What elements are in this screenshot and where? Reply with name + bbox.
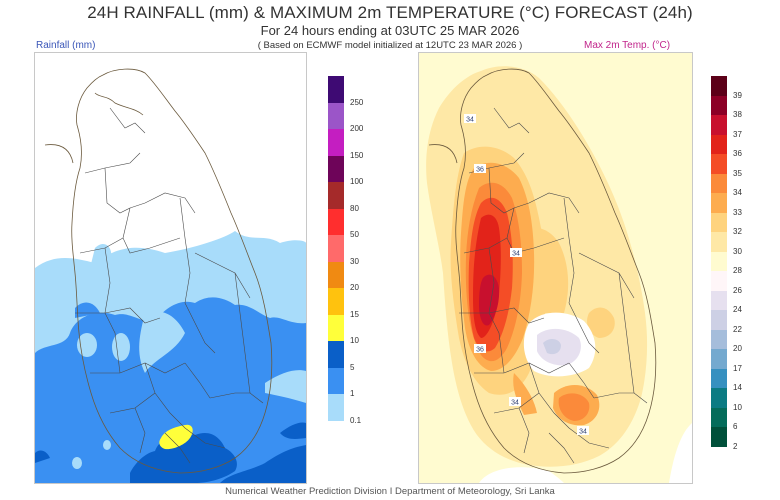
temperature-map: 34 36 34 36 34 34 xyxy=(418,52,693,484)
temperature-colorbar-segment xyxy=(711,193,727,213)
temperature-colorbar-tick: 28 xyxy=(733,266,742,275)
temperature-colorbar-tick: 14 xyxy=(733,383,742,392)
temperature-colorbar-tick: 33 xyxy=(733,207,742,217)
temperature-colorbar-tick: 26 xyxy=(733,285,742,295)
temperature-panel-label: Max 2m Temp. (°C) xyxy=(584,40,671,51)
temperature-colorbar-tick: 20 xyxy=(733,344,742,353)
temperature-colorbar-tick: 10 xyxy=(733,402,742,412)
forecast-period: For 24 hours ending at 03UTC 25 MAR 2026 xyxy=(260,23,520,38)
rainfall-colorbar-tick: 50 xyxy=(350,230,359,239)
contour-label-box xyxy=(464,114,476,123)
temperature-colorbar-segment xyxy=(711,368,727,389)
contour-label: 34 xyxy=(466,117,474,124)
rainfall-colorbar-segment xyxy=(328,155,344,183)
district-boundaries xyxy=(75,107,264,464)
temperature-colorbar-tick: 37 xyxy=(733,129,742,139)
temperature-colorbar-tick: 30 xyxy=(733,246,742,256)
rainfall-colorbar-tick: 30 xyxy=(350,256,359,266)
temperature-colorbar-segment xyxy=(711,349,727,369)
temperature-colorbar-segment xyxy=(711,154,727,174)
temperature-colorbar-tick: 22 xyxy=(733,324,742,334)
temperature-colorbar-segment xyxy=(711,310,727,330)
contour-label-box xyxy=(474,164,486,173)
rainfall-panel-label: Rainfall (mm) xyxy=(36,40,96,51)
temperature-colorbar-tick: 32 xyxy=(733,227,742,236)
rainfall-colorbar-segment xyxy=(328,208,344,236)
rainfall-map xyxy=(34,52,307,484)
model-note: ( Based on ECMWF model initialized at 12… xyxy=(257,40,523,51)
temperature-colorbar-tick: 24 xyxy=(733,305,742,314)
temperature-colorbar-segment xyxy=(711,271,727,291)
contour-label-box xyxy=(509,397,521,406)
temperature-colorbar: 39 38 37 36 35 34 33 32 30 28 26 24 22 20 17 14 10 6 2 xyxy=(711,76,751,451)
temperature-colorbar-tick: 2 xyxy=(733,441,738,451)
temperature-colorbar-segment xyxy=(711,212,727,233)
rain-area-5-10 xyxy=(130,432,237,483)
coastline xyxy=(44,68,273,474)
temperature-colorbar-segment xyxy=(711,407,727,428)
temperature-colorbar-segment xyxy=(711,173,727,194)
temperature-colorbar-segment xyxy=(711,388,727,408)
contour-label: 34 xyxy=(579,429,587,436)
rainfall-colorbar-tick: 100 xyxy=(350,177,364,186)
temperature-colorbar-segment xyxy=(711,115,727,135)
temperature-colorbar-segment xyxy=(711,329,727,350)
footer-credit: Numerical Weather Prediction Division I … xyxy=(225,486,555,497)
rainfall-colorbar-tick: 1 xyxy=(350,389,355,398)
temperature-colorbar-tick: 38 xyxy=(733,110,742,119)
rainfall-colorbar-tick: 15 xyxy=(350,309,359,319)
district-boundaries xyxy=(459,107,648,464)
rainfall-colorbar-tick: 0.1 xyxy=(350,415,362,425)
rainfall-colorbar-segment xyxy=(328,76,344,103)
rainfall-colorbar-segment xyxy=(328,367,344,395)
rainfall-colorbar-segment xyxy=(328,288,344,315)
contour-label: 34 xyxy=(511,400,519,407)
contour-label-box xyxy=(577,426,589,435)
rainfall-colorbar-tick: 150 xyxy=(350,150,364,160)
temperature-colorbar-tick: 35 xyxy=(733,168,742,178)
rainfall-colorbar-tick: 80 xyxy=(350,203,359,213)
rainfall-colorbar-segment xyxy=(328,261,344,289)
temperature-colorbar-segment xyxy=(711,76,727,96)
temperature-colorbar-segment xyxy=(711,134,727,155)
contour-label-box xyxy=(474,344,486,353)
main-title: 24H RAINFALL (mm) & MAXIMUM 2m TEMPERATU… xyxy=(87,3,693,22)
temperature-colorbar-tick: 34 xyxy=(733,188,742,197)
rain-area-1-5 xyxy=(35,297,306,483)
contour-label: 36 xyxy=(476,347,484,354)
temperature-colorbar-tick: 17 xyxy=(733,363,742,373)
contour-label-box xyxy=(510,248,522,257)
rainfall-colorbar-segment xyxy=(328,314,344,342)
rainfall-colorbar-tick: 10 xyxy=(350,336,359,345)
rainfall-colorbar-segment xyxy=(328,102,344,130)
temperature-colorbar-tick: 6 xyxy=(733,422,738,431)
rainfall-colorbar-tick: 5 xyxy=(350,362,355,372)
temperature-colorbar-segment xyxy=(711,427,727,447)
rainfall-colorbar: 250 200 150 100 80 50 30 20 15 10 5 1 0.1 xyxy=(328,76,368,426)
rainfall-colorbar-segment xyxy=(328,394,344,421)
rainfall-colorbar-tick: 250 xyxy=(350,97,364,107)
rainfall-colorbar-tick: 20 xyxy=(350,283,359,292)
temperature-colorbar-segment xyxy=(711,232,727,252)
rainfall-colorbar-segment xyxy=(328,341,344,368)
temperature-colorbar-tick: 36 xyxy=(733,149,742,158)
contour-label: 36 xyxy=(476,167,484,174)
temperature-colorbar-segment xyxy=(711,290,727,311)
rainfall-colorbar-tick: 200 xyxy=(350,124,364,133)
rainfall-colorbar-segment xyxy=(328,129,344,156)
temperature-colorbar-segment xyxy=(711,251,727,272)
rain-area-10-15 xyxy=(159,424,193,450)
rainfall-colorbar-segment xyxy=(328,182,344,209)
coastline xyxy=(428,68,657,474)
temperature-colorbar-segment xyxy=(711,95,727,116)
temperature-colorbar-tick: 39 xyxy=(733,90,742,100)
contour-label: 34 xyxy=(512,251,520,258)
rainfall-colorbar-segment xyxy=(328,235,344,262)
